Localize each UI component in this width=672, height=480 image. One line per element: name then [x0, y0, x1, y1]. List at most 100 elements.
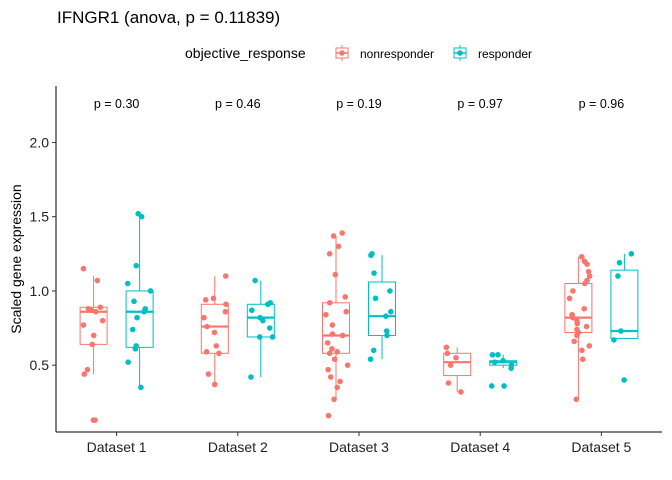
p-value-label: p = 0.30 [94, 97, 140, 111]
data-point-nonresponder [570, 288, 576, 294]
data-point-responder [372, 295, 379, 302]
data-point-nonresponder [344, 362, 351, 368]
data-point-nonresponder [443, 344, 450, 351]
legend-label-nonresponder: nonresponder [360, 47, 434, 61]
data-point-nonresponder [334, 349, 340, 355]
p-value-label: p = 0.97 [457, 97, 503, 111]
box-nonresponder [322, 235, 350, 400]
x-tick-label: Dataset 1 [87, 439, 147, 455]
data-point-nonresponder [342, 294, 349, 300]
data-point-nonresponder [325, 366, 331, 373]
data-point-nonresponder [222, 308, 229, 315]
data-point-responder [248, 374, 254, 380]
data-point-nonresponder [445, 380, 452, 386]
box-body [125, 290, 154, 348]
data-point-nonresponder [81, 371, 88, 377]
x-tick-label: Dataset 3 [329, 439, 389, 455]
data-point-responder [387, 288, 393, 294]
y-axis-ticks: 0.5 1.0 1.5 2.0 [30, 134, 56, 373]
data-point-responder [134, 314, 140, 321]
plot-area [79, 210, 639, 423]
data-point-nonresponder [585, 268, 592, 275]
data-point-nonresponder [329, 322, 336, 328]
box-body [610, 269, 639, 339]
box-body [443, 352, 472, 377]
y-tick-label: 0.5 [30, 357, 50, 373]
data-point-responder [369, 251, 375, 257]
data-point-nonresponder [569, 311, 575, 318]
data-point-responder [621, 377, 627, 383]
data-point-nonresponder [326, 251, 333, 257]
data-point-nonresponder [331, 356, 338, 363]
data-point-responder [135, 210, 141, 217]
data-point-responder [383, 328, 390, 334]
data-point-responder [133, 343, 139, 349]
data-point-responder [495, 351, 501, 358]
data-point-nonresponder [89, 341, 96, 348]
data-point-responder [615, 273, 621, 279]
data-point-nonresponder [330, 233, 337, 239]
legend-key-point [457, 50, 463, 56]
x-tick-label: Dataset 5 [571, 439, 631, 455]
data-point-nonresponder [216, 350, 222, 357]
legend: objective_response nonresponder responde… [185, 45, 532, 61]
x-tick-label: Dataset 2 [208, 439, 268, 455]
data-point-nonresponder [335, 243, 342, 250]
data-point-nonresponder [326, 300, 333, 306]
box-nonresponder [443, 347, 472, 392]
data-point-nonresponder [213, 343, 220, 349]
p-value-label: p = 0.19 [336, 97, 382, 111]
data-point-nonresponder [90, 332, 97, 339]
data-point-nonresponder [80, 265, 87, 272]
box-responder [125, 216, 154, 388]
data-point-responder [628, 251, 635, 257]
data-point-responder [133, 262, 140, 269]
data-point-responder [500, 357, 506, 364]
data-point-nonresponder [325, 412, 332, 419]
data-point-nonresponder [571, 338, 577, 345]
data-point-nonresponder [84, 366, 91, 373]
data-point-responder [269, 334, 276, 340]
legend-entry-nonresponder: nonresponder [335, 45, 434, 61]
data-point-nonresponder [332, 271, 339, 278]
data-point-nonresponder [447, 362, 454, 368]
data-point-nonresponder [223, 301, 229, 308]
data-point-nonresponder [574, 326, 580, 333]
data-point-nonresponder [201, 314, 207, 321]
p-value-label: p = 0.96 [579, 97, 625, 111]
x-tick-label: Dataset 4 [450, 439, 510, 455]
p-value-labels: p = 0.30 p = 0.46 p = 0.19 p = 0.97 p = 0.96 [94, 97, 624, 111]
data-point-nonresponder [97, 304, 104, 311]
data-point-nonresponder [327, 374, 334, 380]
data-point-nonresponder [453, 354, 459, 361]
data-point-responder [252, 277, 258, 284]
data-point-nonresponder [80, 322, 87, 328]
data-point-responder [266, 325, 273, 331]
legend-key-responder [453, 45, 467, 61]
data-point-responder [508, 362, 515, 368]
data-point-nonresponder [578, 253, 585, 260]
legend-title: objective_response [185, 45, 306, 61]
data-point-nonresponder [586, 273, 593, 279]
data-point-nonresponder [458, 389, 464, 395]
data-point-nonresponder [92, 308, 99, 315]
data-point-nonresponder [99, 317, 106, 324]
data-point-nonresponder [566, 295, 573, 302]
data-point-responder [501, 383, 507, 389]
data-point-nonresponder [339, 230, 346, 236]
data-point-responder [131, 298, 137, 305]
data-point-nonresponder [573, 396, 580, 403]
legend-entry-responder: responder [453, 45, 532, 61]
data-point-nonresponder [581, 258, 588, 265]
data-point-nonresponder [337, 378, 343, 385]
x-axis-ticks: Dataset 1 Dataset 2 Dataset 3 Dataset 4 Data… [87, 432, 632, 455]
data-point-nonresponder [326, 350, 333, 357]
data-point-responder [370, 347, 377, 354]
data-point-nonresponder [211, 329, 218, 336]
data-point-nonresponder [586, 343, 593, 349]
data-point-responder [138, 384, 144, 391]
legend-label-responder: responder [478, 47, 532, 61]
data-point-nonresponder [94, 277, 101, 284]
data-point-nonresponder [584, 277, 590, 284]
data-point-responder [388, 308, 394, 315]
